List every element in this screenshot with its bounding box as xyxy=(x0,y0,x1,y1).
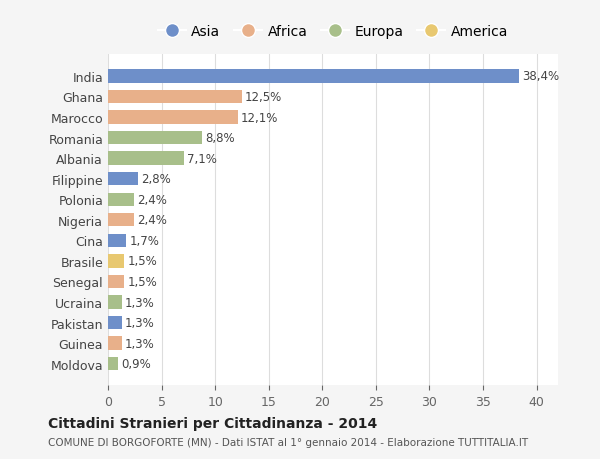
Bar xyxy=(108,357,118,370)
Text: 2,4%: 2,4% xyxy=(137,214,167,227)
Text: 7,1%: 7,1% xyxy=(187,152,217,165)
Text: 1,3%: 1,3% xyxy=(125,316,155,330)
Bar xyxy=(108,337,122,350)
Text: 1,3%: 1,3% xyxy=(125,337,155,350)
Text: 8,8%: 8,8% xyxy=(205,132,235,145)
Bar xyxy=(108,255,124,268)
Bar xyxy=(108,275,124,289)
Text: 1,5%: 1,5% xyxy=(127,275,157,288)
Text: Cittadini Stranieri per Cittadinanza - 2014: Cittadini Stranieri per Cittadinanza - 2… xyxy=(48,416,377,430)
Text: 12,5%: 12,5% xyxy=(245,91,283,104)
Text: COMUNE DI BORGOFORTE (MN) - Dati ISTAT al 1° gennaio 2014 - Elaborazione TUTTITA: COMUNE DI BORGOFORTE (MN) - Dati ISTAT a… xyxy=(48,437,528,447)
Bar xyxy=(108,316,122,330)
Bar xyxy=(108,213,134,227)
Bar xyxy=(108,296,122,309)
Bar xyxy=(108,132,202,145)
Text: 38,4%: 38,4% xyxy=(523,70,560,83)
Bar xyxy=(108,111,238,124)
Text: 2,8%: 2,8% xyxy=(141,173,171,186)
Text: 2,4%: 2,4% xyxy=(137,193,167,206)
Bar xyxy=(108,173,138,186)
Bar xyxy=(108,70,520,84)
Bar xyxy=(108,90,242,104)
Text: 1,3%: 1,3% xyxy=(125,296,155,309)
Bar xyxy=(108,234,126,247)
Text: 1,5%: 1,5% xyxy=(127,255,157,268)
Bar xyxy=(108,152,184,165)
Text: 1,7%: 1,7% xyxy=(130,235,160,247)
Legend: Asia, Africa, Europa, America: Asia, Africa, Europa, America xyxy=(152,19,514,44)
Text: 0,9%: 0,9% xyxy=(121,358,151,370)
Bar xyxy=(108,193,134,207)
Text: 12,1%: 12,1% xyxy=(241,111,278,124)
